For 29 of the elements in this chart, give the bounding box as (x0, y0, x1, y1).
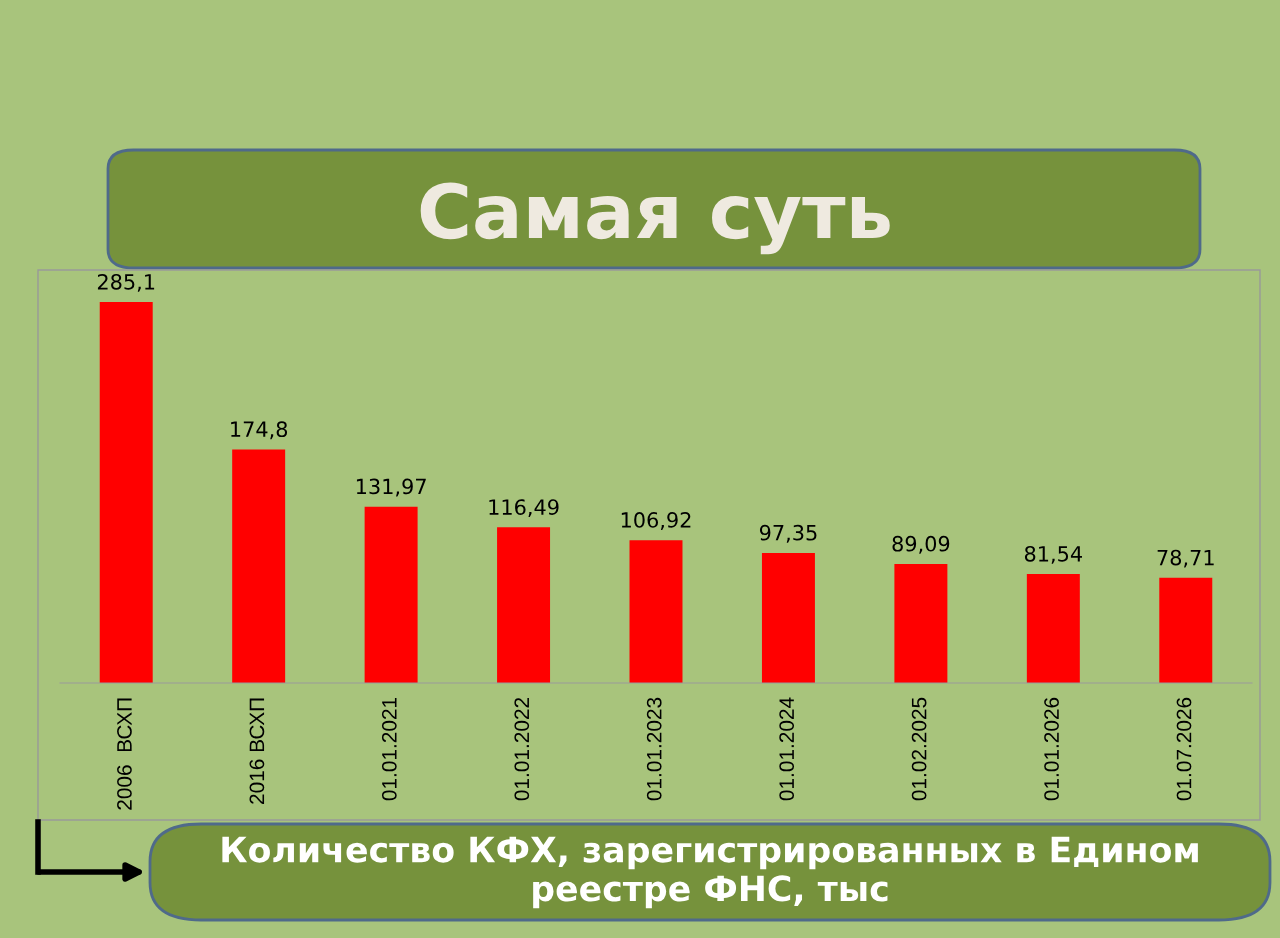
data-label: 174,8 (231, 421, 288, 440)
data-label: 97,35 (759, 524, 817, 543)
chart-title: Самая суть (420, 182, 890, 255)
data-label: 81,54 (1024, 545, 1082, 564)
bar (232, 449, 286, 683)
x-tick-label: 01.01.2026 (1044, 697, 1059, 801)
data-label: 131,97 (356, 478, 426, 497)
x-tick-label: 01.01.2023 (646, 697, 662, 801)
text: Количество КФХ, зарегистрированных в Едином реестре ФНС, тыс (222, 836, 1198, 909)
data-label: 285,1 (97, 273, 155, 292)
bar (629, 540, 683, 683)
data-label: 78,71 (1157, 549, 1214, 568)
x-tick-label: 01.02.2025 (911, 697, 927, 801)
bar (1159, 577, 1213, 683)
data-label: 116,49 (489, 499, 559, 518)
x-tick-label: 2006 ВСХП (117, 698, 132, 810)
bar (99, 302, 153, 683)
bar (364, 506, 418, 683)
data-label: 89,09 (892, 535, 950, 554)
bar (761, 552, 815, 683)
x-tick-label: 01.07.2026 (1176, 697, 1192, 801)
x-tick-label: 01.01.2022 (514, 697, 530, 801)
bar (1026, 574, 1080, 683)
x-tick-label: 01.01.2021 (381, 697, 397, 801)
bar (497, 527, 551, 683)
bar (894, 563, 948, 683)
x-tick-label: 2016 ВСХП (249, 698, 265, 804)
data-label: 106,92 (621, 512, 691, 530)
x-tick-label: 01.01.2024 (779, 697, 795, 801)
